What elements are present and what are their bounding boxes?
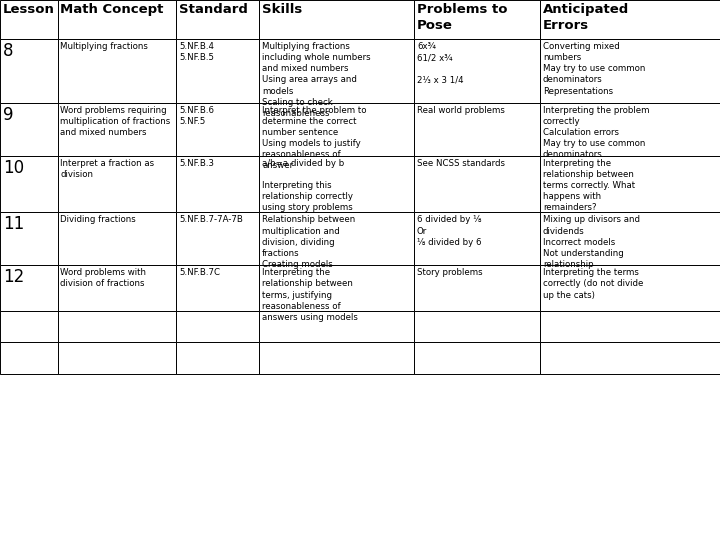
Bar [0,311,58,342]
Bar [414,265,540,311]
Text: Word problems requiring
multiplication of fractions
and mixed numbers: Word problems requiring multiplication o… [60,106,171,137]
Text: 8: 8 [3,42,14,60]
Text: Multiplying fractions: Multiplying fractions [60,42,148,51]
Bar [414,39,540,103]
Text: Anticipated
Errors: Anticipated Errors [543,3,629,32]
Text: 5.NF.B.7C: 5.NF.B.7C [179,268,220,278]
Bar [259,265,414,311]
Bar [176,342,259,374]
Text: Lesson: Lesson [3,3,55,16]
Text: Problems to
Pose: Problems to Pose [417,3,508,32]
Text: Interpreting the
relationship between
terms correctly. What
happens with
remaind: Interpreting the relationship between te… [543,159,635,212]
Text: Relationship between
multiplication and
division, dividing
fractions
Creating mo: Relationship between multiplication and … [262,215,356,269]
Text: Converting mixed
numbers
May try to use common
denominators
Representations: Converting mixed numbers May try to use … [543,42,645,96]
Bar [540,39,720,103]
Text: 5.NF.B.7-7A-7B: 5.NF.B.7-7A-7B [179,215,243,225]
Bar [58,311,176,342]
Bar [259,212,414,265]
Bar [0,0,58,39]
Bar [259,0,414,39]
Bar [259,103,414,156]
Bar [540,212,720,265]
Bar [259,342,414,374]
Bar [414,342,540,374]
Bar [58,156,176,212]
Text: Multiplying fractions
including whole numbers
and mixed numbers
Using area array: Multiplying fractions including whole nu… [262,42,371,118]
Bar [58,265,176,311]
Bar [58,103,176,156]
Text: 5.NF.B.6
5.NF.5: 5.NF.B.6 5.NF.5 [179,106,215,126]
Text: Mixing up divisors and
dividends
Incorrect models
Not understanding
relationship: Mixing up divisors and dividends Incorre… [543,215,640,269]
Bar [0,212,58,265]
Bar [259,156,414,212]
Text: 10: 10 [3,159,24,177]
Bar [540,265,720,311]
Bar [259,39,414,103]
Bar [414,0,540,39]
Text: 12: 12 [3,268,24,286]
Bar [176,103,259,156]
Text: Real world problems: Real world problems [417,106,505,115]
Text: 6 divided by ⅛
Or
⅛ divided by 6: 6 divided by ⅛ Or ⅛ divided by 6 [417,215,482,247]
Text: Skills: Skills [262,3,302,16]
Bar [58,212,176,265]
Text: Math Concept: Math Concept [60,3,164,16]
Bar [0,39,58,103]
Bar [58,342,176,374]
Text: See NCSS standards: See NCSS standards [417,159,505,168]
Bar [540,156,720,212]
Bar [176,39,259,103]
Text: Interpret the problem to
determine the correct
number sentence
Using models to j: Interpret the problem to determine the c… [262,106,366,170]
Text: Standard: Standard [179,3,248,16]
Bar [540,342,720,374]
Text: Word problems with
division of fractions: Word problems with division of fractions [60,268,146,288]
Bar [176,0,259,39]
Bar [176,156,259,212]
Text: 9: 9 [3,106,14,124]
Bar [414,156,540,212]
Bar [414,212,540,265]
Text: a/b=a divided by b

Interpreting this
relationship correctly
using story problem: a/b=a divided by b Interpreting this rel… [262,159,353,212]
Bar [0,342,58,374]
Bar [414,311,540,342]
Bar [176,212,259,265]
Text: 5.NF.B.4
5.NF.B.5: 5.NF.B.4 5.NF.B.5 [179,42,215,62]
Bar [259,311,414,342]
Text: 5.NF.B.3: 5.NF.B.3 [179,159,215,168]
Bar [0,265,58,311]
Bar [58,39,176,103]
Bar [176,265,259,311]
Bar [176,311,259,342]
Bar [540,0,720,39]
Bar [540,103,720,156]
Bar [0,156,58,212]
Text: 6x¾
61/2 x¾

2⅓ x 3 1/4: 6x¾ 61/2 x¾ 2⅓ x 3 1/4 [417,42,464,84]
Text: Interpreting the
relationship between
terms, justifying
reasonableness of
answer: Interpreting the relationship between te… [262,268,358,322]
Text: Interpret a fraction as
division: Interpret a fraction as division [60,159,155,179]
Text: Dividing fractions: Dividing fractions [60,215,136,225]
Text: 11: 11 [3,215,24,233]
Text: Interpreting the problem
correctly
Calculation errors
May try to use common
deno: Interpreting the problem correctly Calcu… [543,106,649,159]
Bar [414,103,540,156]
Bar [0,103,58,156]
Text: Story problems: Story problems [417,268,482,278]
Text: Interpreting the terms
correctly (do not divide
up the cats): Interpreting the terms correctly (do not… [543,268,643,300]
Bar [58,0,176,39]
Bar [540,311,720,342]
